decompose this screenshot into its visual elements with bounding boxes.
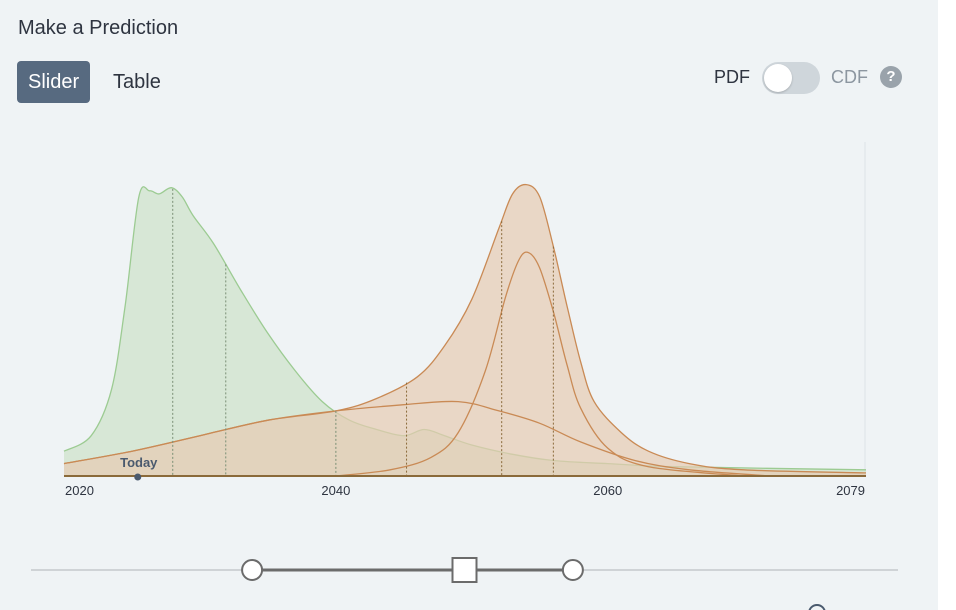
slider-center-handle[interactable]: [451, 557, 478, 583]
x-tick-label: 2060: [593, 483, 622, 498]
help-icon[interactable]: ?: [880, 66, 902, 88]
component_narrow-curve: [335, 251, 744, 477]
user_combined-area: [64, 184, 866, 476]
today-label: Today: [120, 455, 158, 470]
toggle-knob: [764, 64, 792, 92]
x-tick-label: 2079: [836, 483, 865, 498]
distribution-layer: [63, 183, 867, 477]
today-marker: [134, 473, 142, 481]
bottom-controls: [802, 600, 902, 610]
slider-left-handle[interactable]: [241, 559, 264, 581]
quartile-marker-layer: [172, 188, 554, 476]
x-axis-ticks: 2020 2040 2060 2079: [65, 483, 865, 498]
pdf-cdf-toggle[interactable]: [762, 62, 820, 94]
component_wide-curve: [63, 400, 771, 477]
tab-table[interactable]: Table: [113, 71, 161, 93]
panel-title: Make a Prediction: [18, 17, 179, 39]
slider-right-handle[interactable]: [561, 559, 584, 581]
cdf-label: CDF: [831, 67, 868, 87]
x-tick-label: 2040: [321, 483, 350, 498]
x-tick-label: 2020: [65, 483, 94, 498]
bottom-control-icon[interactable]: [808, 604, 826, 610]
community-area: [64, 186, 866, 476]
pdf-label: PDF: [714, 67, 750, 87]
tab-slider[interactable]: Slider: [17, 61, 91, 103]
